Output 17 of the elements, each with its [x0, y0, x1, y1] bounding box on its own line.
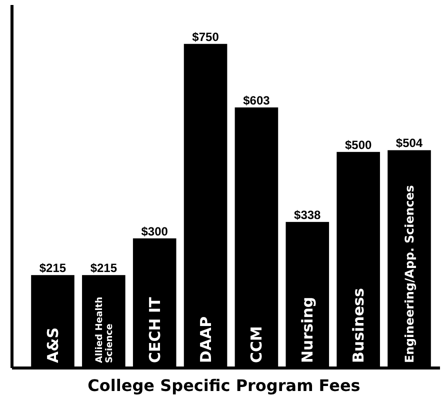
data-label: $750	[192, 30, 220, 44]
x-tick-label: A&S	[44, 328, 62, 363]
x-tick-label: DAAP	[196, 316, 215, 363]
x-tick-label: Business	[350, 288, 368, 363]
x-tick-label: Allied Health Science	[94, 296, 115, 363]
x-tick-label: CCM	[248, 326, 266, 363]
data-label: $338	[294, 208, 322, 222]
data-label: $603	[243, 93, 270, 108]
text: College Specific Program Fees	[88, 376, 360, 395]
x-tick-label: Nursing	[298, 296, 317, 363]
data-label: $500	[344, 138, 372, 152]
data-label: $300	[141, 224, 168, 238]
x-tick-label: CECH IT	[146, 296, 164, 363]
data-label: $504	[396, 136, 423, 150]
data-label: $215	[39, 261, 66, 276]
data-label: $215	[90, 261, 118, 276]
x-tick-label: Engineering/App. Sciences	[402, 185, 416, 363]
